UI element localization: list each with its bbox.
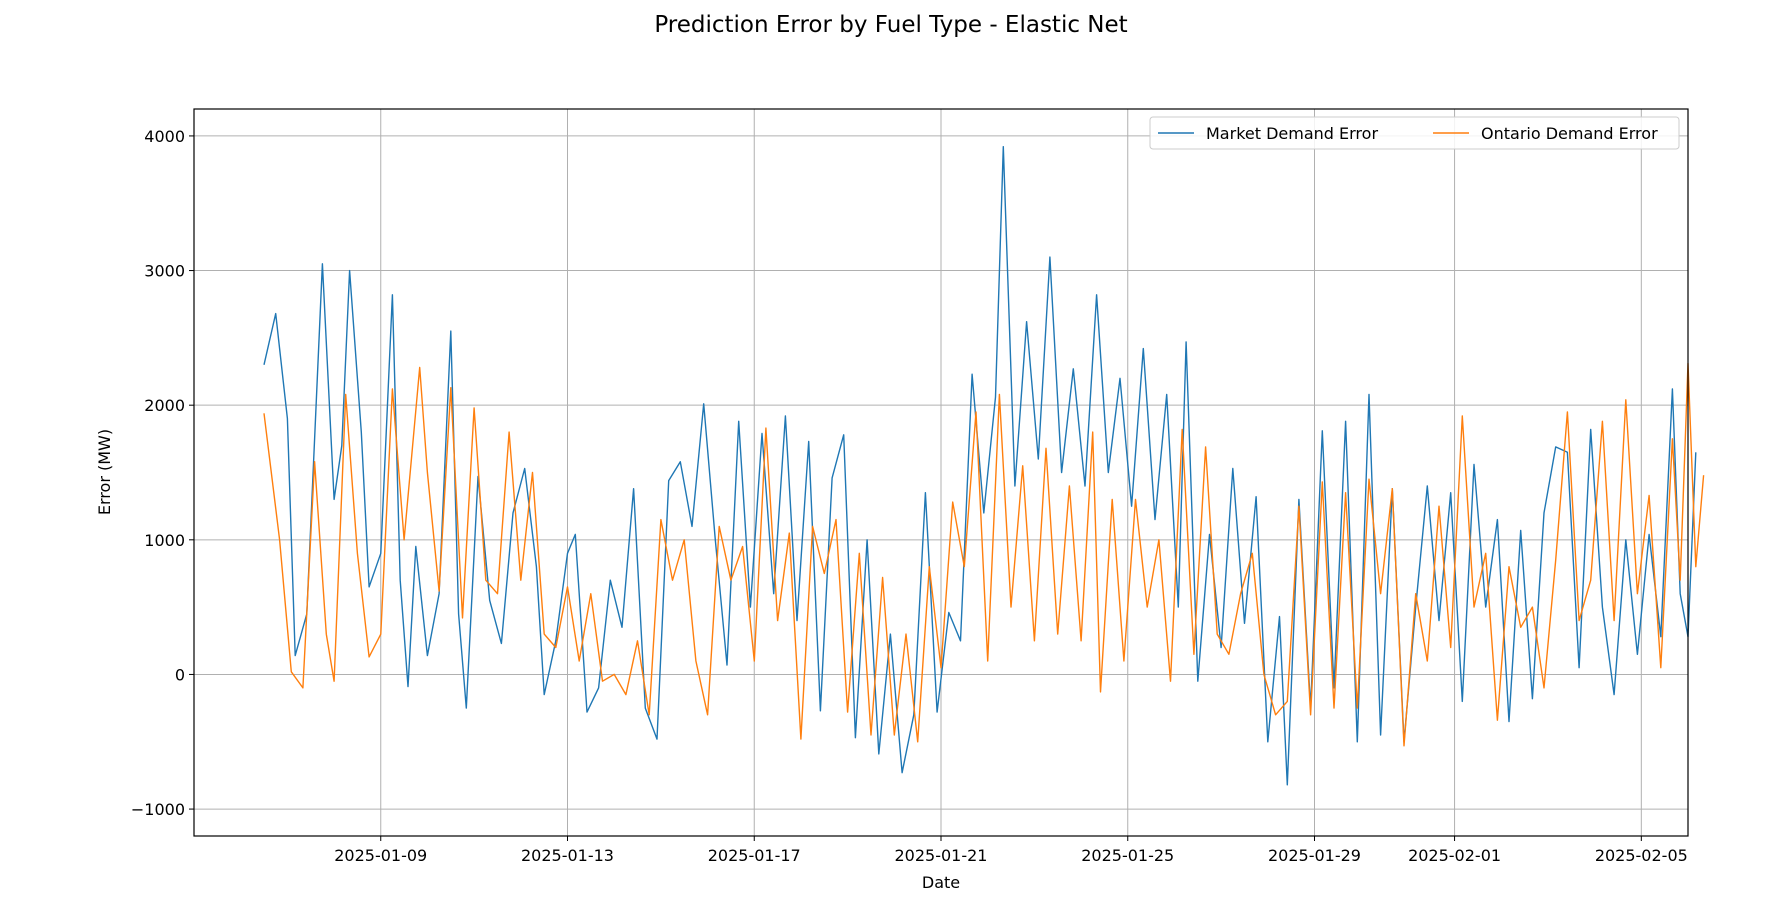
legend: Market Demand Error Ontario Demand Error [1149,116,1680,150]
series-layer [263,145,1705,786]
y-ticks: −1000 0 1000 2000 3000 4000 [131,127,194,819]
x-tick-label: 2025-02-05 [1595,846,1688,865]
x-tick-label: 2025-01-13 [521,846,614,865]
series-line-ontario-demand-error [263,362,1705,747]
legend-label-market: Market Demand Error [1206,124,1378,143]
y-tick-label: 3000 [144,262,185,281]
y-tick-label: 4000 [144,127,185,146]
x-tick-label: 2025-01-25 [1081,846,1174,865]
x-tick-label: 2025-01-09 [334,846,427,865]
y-tick-label: −1000 [131,800,185,819]
x-axis-label: Date [922,873,960,892]
x-tick-label: 2025-02-01 [1408,846,1501,865]
y-tick-label: 2000 [144,396,185,415]
x-ticks: 2025-01-09 2025-01-13 2025-01-17 2025-01-21… [334,836,1688,865]
y-tick-label: 0 [175,665,185,684]
y-tick-label: 1000 [144,531,185,550]
series-line-market-demand-error [263,145,1697,786]
x-tick-label: 2025-01-29 [1268,846,1361,865]
legend-box [1149,116,1680,150]
y-axis-label: Error (MW) [95,429,114,515]
chart-title: Prediction Error by Fuel Type - Elastic … [654,12,1127,38]
grid [194,109,1688,836]
x-tick-label: 2025-01-21 [895,846,988,865]
legend-label-ontario: Ontario Demand Error [1481,124,1658,143]
x-tick-label: 2025-01-17 [708,846,801,865]
